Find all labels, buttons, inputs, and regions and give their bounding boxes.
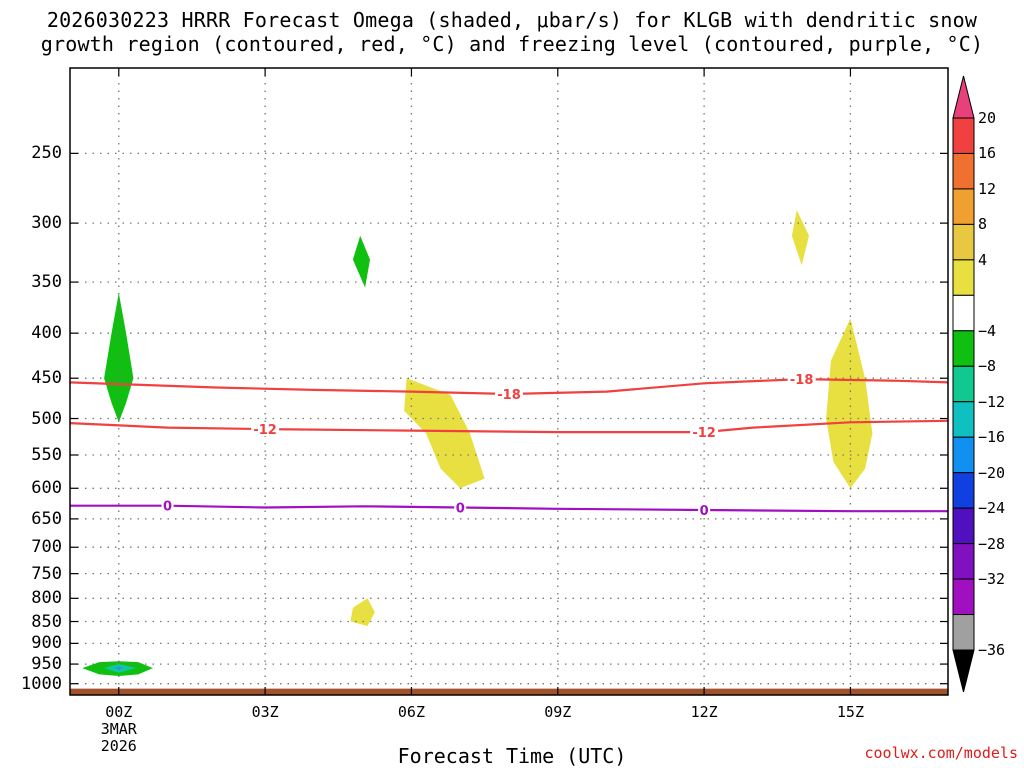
omega-area-green-5z — [352, 235, 370, 288]
contour-label-bg — [251, 422, 280, 437]
colorbar-segment — [952, 223, 975, 261]
contour-dgz-minus12 — [69, 419, 949, 434]
contour-label: 0 — [456, 502, 465, 517]
contour-labels: -18 -18 -12 -12 0 0 0 — [161, 372, 816, 519]
y-tick-label-300: 300 — [31, 213, 62, 234]
contour-freezing-level-0 — [70, 504, 948, 513]
colorbar — [952, 75, 975, 693]
colorbar-top-arrow — [952, 75, 975, 119]
y-tick-label-550: 550 — [31, 444, 62, 465]
contour-label: -18 — [790, 373, 814, 388]
colorbar-label: −4 — [978, 321, 997, 340]
y-tick-label-500: 500 — [31, 408, 62, 429]
x-tick-label-15Z: 15Z — [836, 703, 864, 721]
terrain-layer — [70, 688, 948, 695]
colorbar-segment — [952, 152, 975, 190]
colorbar-label: 20 — [978, 109, 997, 127]
colorbar-segment — [952, 365, 975, 403]
colorbar-label: 12 — [978, 179, 997, 198]
omega-area-yellow-14z — [791, 210, 809, 266]
plot-frame — [69, 67, 949, 696]
colorbar-label: −16 — [978, 428, 1006, 447]
omega-shaded-areas — [82, 210, 873, 676]
y-tick-label-1000: 1000 — [21, 673, 62, 694]
x-tick-label-12Z: 12Z — [690, 703, 718, 721]
y-tick-label-250: 250 — [31, 143, 62, 164]
contour-label: -18 — [497, 388, 521, 403]
y-tick-label-900: 900 — [31, 633, 62, 654]
colorbar-label: −12 — [978, 392, 1006, 411]
y-tick-label-800: 800 — [31, 588, 62, 609]
colorbar-label: 16 — [978, 144, 997, 163]
colorbar-label: −32 — [978, 570, 1006, 589]
colorbar-segment — [952, 259, 975, 296]
contour-label: -12 — [253, 423, 277, 438]
colorbar-label: −8 — [978, 357, 997, 376]
contour-label-bg — [454, 500, 467, 515]
y-tick-label-750: 750 — [31, 563, 62, 584]
colorbar-label: −28 — [978, 534, 1006, 553]
contour-label-bg — [690, 425, 719, 440]
colorbar-segment — [952, 294, 975, 332]
x-axis-label: Forecast Time (UTC) — [397, 744, 627, 768]
colorbar-bottom-arrow — [952, 649, 975, 693]
colorbar-segment — [952, 614, 975, 651]
plot-border — [69, 67, 949, 696]
colorbar-label: −36 — [978, 641, 1006, 659]
contour-label-bg — [787, 372, 816, 387]
chart-title: 2026030223 HRRR Forecast Omega (shaded, … — [0, 8, 1024, 56]
x-tick-label-06Z: 06Z — [397, 703, 425, 721]
y-tick-label-350: 350 — [31, 272, 62, 293]
colorbar-label: 4 — [978, 250, 988, 269]
contour-label-bg — [698, 502, 711, 517]
colorbar-segment — [952, 507, 975, 545]
y-tick-label-650: 650 — [31, 508, 62, 529]
colorbar-segment — [952, 188, 975, 225]
x-tick-label-00Z: 00Z — [105, 703, 133, 721]
colorbar-label: −20 — [978, 463, 1006, 482]
contour-label: -12 — [692, 426, 716, 441]
x-tick-label-03Z: 03Z — [251, 703, 279, 721]
colorbar-segment — [952, 578, 975, 616]
y-tick-label-700: 700 — [31, 537, 62, 558]
colorbar-segment — [952, 330, 975, 367]
colorbar-segment — [952, 117, 975, 154]
contour-label: 0 — [163, 500, 172, 515]
colorbar-segment — [952, 543, 975, 580]
y-tick-label-400: 400 — [31, 323, 62, 344]
omega-area-yellow-15z — [826, 318, 873, 489]
x-tick-sublabel: 2026 — [100, 737, 137, 755]
omega-area-yellow-5z-low — [350, 598, 375, 626]
omega-area-yellow-6z — [404, 378, 485, 489]
credit-link[interactable]: coolwx.com/models — [864, 744, 1018, 762]
colorbar-segment — [952, 436, 975, 474]
contour-label-bg — [495, 387, 523, 402]
y-tick-label-850: 850 — [31, 611, 62, 632]
contour-label: 0 — [700, 504, 709, 519]
x-tick-sublabel: 3MAR — [100, 720, 137, 738]
omega-area-green-0z-upper — [104, 292, 134, 423]
colorbar-segment — [952, 401, 975, 438]
y-tick-label-450: 450 — [31, 368, 62, 389]
x-tick-label-09Z: 09Z — [544, 703, 572, 721]
terrain-surface — [70, 688, 948, 695]
y-tick-label-950: 950 — [31, 654, 62, 675]
colorbar-segment — [952, 472, 975, 509]
chart-title-line-1: 2026030223 HRRR Forecast Omega (shaded, … — [46, 8, 978, 32]
chart-title-line-2: growth region (contoured, red, °C) and f… — [40, 32, 984, 56]
colorbar-label: 8 — [978, 215, 988, 234]
contour-label-bg — [161, 498, 174, 513]
colorbar-label: −24 — [978, 499, 1006, 518]
grid-lines — [70, 68, 948, 695]
y-tick-label-600: 600 — [31, 478, 62, 499]
